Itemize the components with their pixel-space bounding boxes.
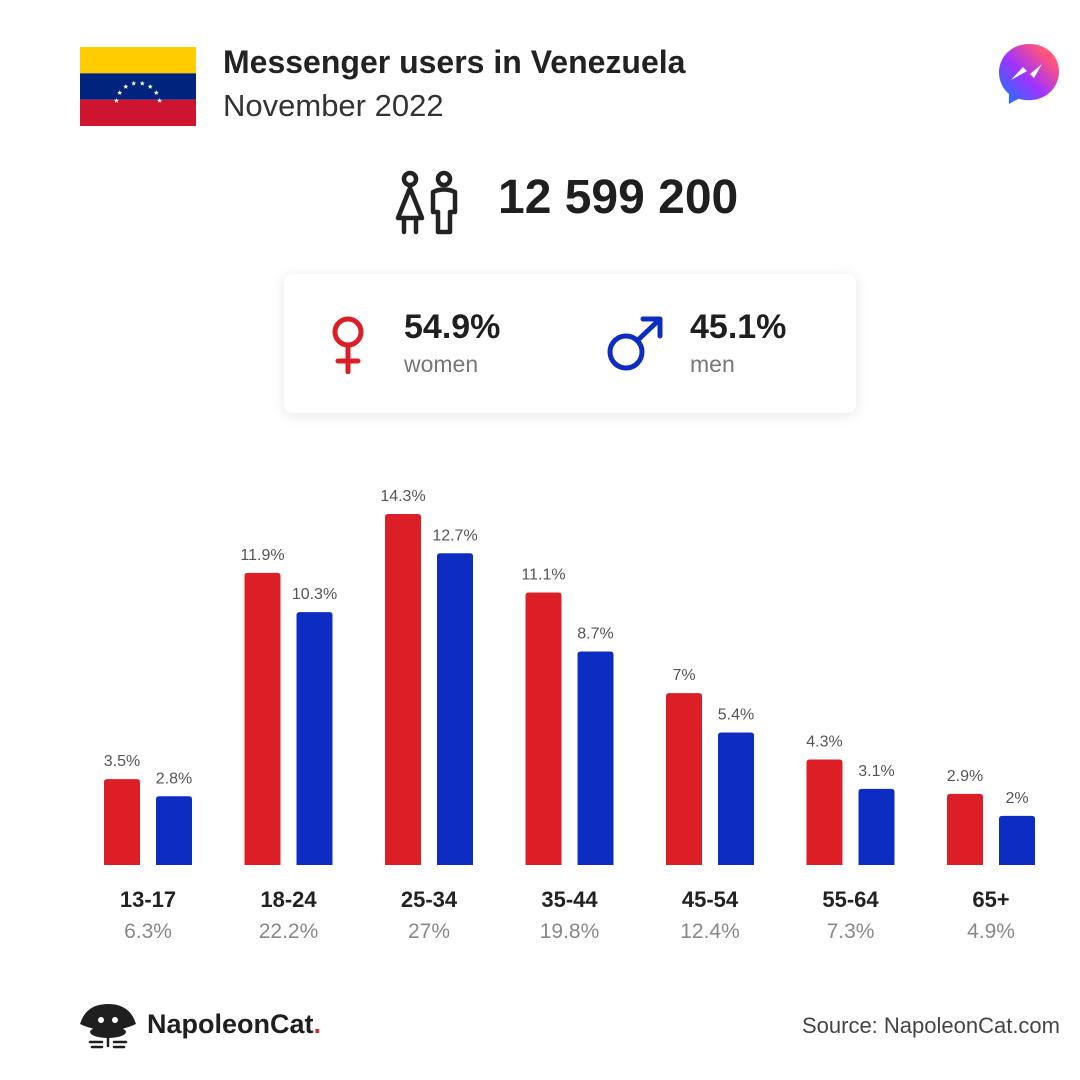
bar-value-label: 2% — [1005, 790, 1028, 807]
flag-star — [131, 80, 137, 86]
bar-value-label: 7% — [672, 667, 695, 684]
men-percent: 45.1% — [690, 308, 787, 346]
bar-value-label: 14.3% — [380, 488, 425, 505]
brand-name-text: NapoleonCat — [147, 1009, 314, 1039]
bar-men — [156, 796, 192, 865]
brand-name: NapoleonCat. — [147, 1009, 321, 1040]
people-icon — [395, 170, 458, 235]
bar-women — [525, 592, 562, 865]
bar-value-label: 11.1% — [521, 567, 565, 584]
women-percent: 54.9% — [404, 308, 501, 346]
source-credit: Source: NapoleonCat.com — [801, 1013, 1060, 1038]
page-title: Messenger users in Venezuela — [223, 44, 686, 80]
category-total-label: 22.2% — [259, 920, 319, 943]
bar-value-label: 5.4% — [718, 706, 754, 723]
bar-women — [666, 693, 702, 865]
male-symbol-icon — [607, 316, 663, 371]
age-gender-bar-chart: 3.5% 2.8% 13-17 6.3% 11.9% 10.3% 18-24 22.2% 14.… — [104, 488, 1035, 943]
bar-women — [385, 514, 421, 865]
bar-men — [718, 732, 754, 865]
category-total-label: 4.9% — [967, 920, 1015, 943]
bar-value-label: 2.9% — [947, 768, 983, 785]
bar-value-label: 8.7% — [577, 625, 613, 642]
category-label: 25-34 — [401, 887, 458, 912]
flag-star — [123, 84, 129, 89]
bar-value-label: 2.8% — [156, 770, 192, 787]
category-label: 55-64 — [822, 887, 879, 912]
category-label: 35-44 — [541, 887, 598, 912]
bar-value-label: 3.5% — [104, 753, 140, 770]
page-subtitle: November 2022 — [223, 88, 444, 123]
bar-women — [244, 572, 281, 865]
flag-star — [139, 80, 145, 86]
bar-men — [437, 553, 473, 865]
bar-value-label: 10.3% — [292, 586, 337, 603]
bar-women — [104, 779, 140, 865]
bar-women — [947, 793, 983, 865]
flag-star — [113, 98, 119, 103]
bar-men — [296, 612, 333, 865]
bar-men — [577, 651, 614, 865]
female-symbol-icon — [332, 316, 364, 374]
women-label: women — [404, 351, 479, 377]
messenger-logo-icon — [999, 44, 1059, 104]
total-users: 12 599 200 — [498, 171, 739, 224]
category-total-label: 6.3% — [124, 920, 172, 943]
bar-women — [806, 759, 843, 865]
bar-men — [999, 815, 1035, 865]
flag-star — [153, 90, 159, 95]
category-total-label: 12.4% — [680, 920, 740, 943]
brand-dot: . — [313, 1009, 322, 1039]
flag-star — [157, 98, 163, 103]
bar-value-label: 3.1% — [858, 763, 894, 780]
gender-card: 54.9% women 45.1% men — [284, 274, 856, 413]
men-label: men — [690, 351, 735, 377]
category-total-label: 27% — [408, 920, 450, 943]
category-label: 13-17 — [120, 887, 176, 912]
bar-value-label: 4.3% — [806, 733, 842, 750]
bar-men — [858, 788, 895, 865]
category-total-label: 19.8% — [540, 920, 600, 943]
category-label: 65+ — [972, 887, 1009, 912]
bar-value-label: 11.9% — [240, 547, 284, 564]
category-label: 18-24 — [260, 887, 317, 912]
flag-star — [117, 90, 123, 95]
venezuela-flag-icon — [80, 47, 196, 126]
flag-star — [147, 84, 153, 89]
category-total-label: 7.3% — [827, 920, 875, 943]
category-label: 45-54 — [682, 887, 739, 912]
bar-value-label: 12.7% — [432, 527, 477, 544]
napoleoncat-logo-icon — [80, 1004, 136, 1049]
